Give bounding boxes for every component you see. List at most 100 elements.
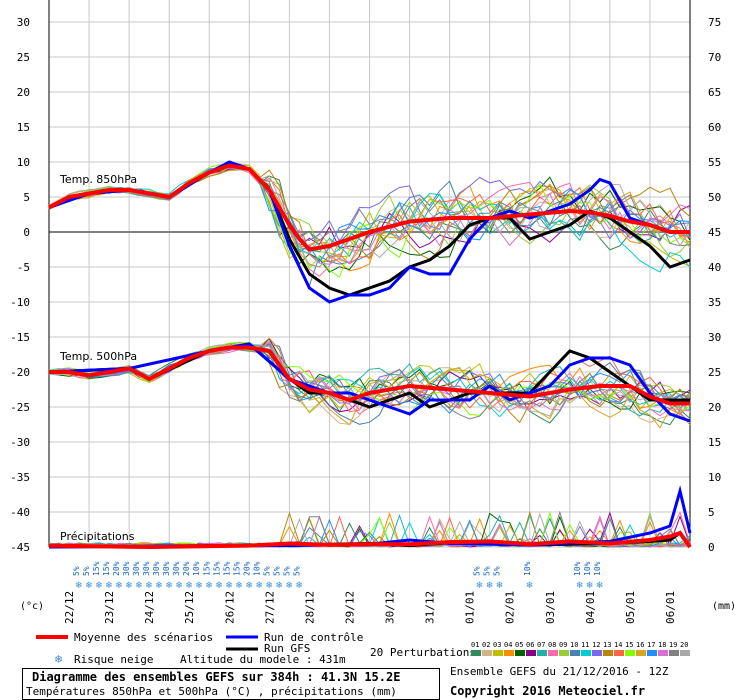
- perturbation-id-label: 08: [548, 641, 556, 649]
- perturbation-id-label: 12: [592, 641, 600, 649]
- snowflake-icon: ❄: [85, 581, 93, 591]
- perturbation-id-label: 04: [504, 641, 512, 649]
- perturbation-id-label: 01: [471, 641, 479, 649]
- perturbation-id-label: 05: [515, 641, 523, 649]
- snowflake-icon: ❄: [155, 581, 163, 591]
- perturbation-color-swatch: [570, 650, 580, 656]
- perturbation-color-swatch: [493, 650, 503, 656]
- snow-risk-label: 30%: [162, 561, 171, 576]
- temp-tick-label: 30: [17, 16, 30, 29]
- series-t850-line: [48, 163, 690, 252]
- date-tick-label: 29/12: [343, 591, 356, 624]
- temp-tick-label: 0: [23, 226, 30, 239]
- date-tick-label: 31/12: [424, 591, 437, 624]
- perturbation-id-label: 16: [636, 641, 644, 649]
- precip-tick-label: 25: [708, 366, 721, 379]
- snow-risk-label: 10%: [523, 561, 532, 576]
- snowflake-icon: ❄: [175, 581, 183, 591]
- temp-tick-label: 20: [17, 86, 30, 99]
- perturbation-color-swatch: [636, 650, 646, 656]
- snowflake-icon: ❄: [185, 581, 193, 591]
- left-axis-unit: (°c): [20, 601, 44, 612]
- series-t850-line: [48, 160, 690, 304]
- perturbation-color-swatch: [592, 650, 602, 656]
- date-tick-label: 04/01: [584, 591, 597, 624]
- snow-risk-label: 30%: [132, 561, 141, 576]
- snow-risk-label: 5%: [272, 566, 281, 576]
- snowflake-icon: ❄: [145, 581, 153, 591]
- snowflake-icon: ❄: [195, 581, 203, 591]
- precip-tick-label: 65: [708, 86, 721, 99]
- legend-perturbations-label: 20 Perturbations: [370, 646, 476, 659]
- perturbation-color-swatch: [614, 650, 624, 656]
- legend-mean-label: Moyenne des scénarios: [74, 631, 213, 644]
- perturbation-id-label: 20: [680, 641, 688, 649]
- snow-risk-label: 5%: [282, 566, 291, 576]
- snow-risk-label: 20%: [112, 561, 121, 576]
- perturbation-id-label: 06: [526, 641, 534, 649]
- legend-snow-label: Risque neige: [74, 653, 153, 666]
- panel-label-t500: Temp. 500hPa: [59, 350, 137, 363]
- perturbation-color-swatch: [482, 650, 492, 656]
- date-tick-label: 24/12: [143, 591, 156, 624]
- footer-ensemble: Ensemble GEFS du 21/12/2016 - 12Z: [450, 665, 669, 678]
- snowflake-icon: ❄: [105, 581, 113, 591]
- perturbation-color-swatch: [548, 650, 558, 656]
- precip-tick-label: 60: [708, 121, 721, 134]
- temp-tick-label: -20: [10, 366, 30, 379]
- temp-tick-label: -15: [10, 331, 30, 344]
- snowflake-icon: ❄: [225, 581, 233, 591]
- snowflake-icon: ❄: [95, 581, 103, 591]
- snow-risk-label: 5%: [292, 566, 301, 576]
- snowflake-icon: ❄: [496, 581, 504, 591]
- snow-risk-label: 5%: [72, 566, 81, 576]
- snow-risk-label: 15%: [212, 561, 221, 576]
- perturbation-id-label: 09: [559, 641, 567, 649]
- snowflake-icon: ❄: [476, 581, 484, 591]
- snowflake-icon: ❄: [205, 581, 213, 591]
- snowflake-icon: ❄: [486, 581, 494, 591]
- snow-risk-label: 5%: [473, 566, 482, 576]
- date-tick-label: 06/01: [664, 591, 677, 624]
- perturbation-color-swatch: [504, 650, 514, 656]
- perturbation-color-swatch: [680, 650, 690, 656]
- perturbation-id-label: 19: [669, 641, 677, 649]
- perturbation-id-label: 03: [493, 641, 501, 649]
- date-tick-label: 05/01: [624, 591, 637, 624]
- date-tick-label: 25/12: [183, 591, 196, 624]
- perturbation-id-label: 13: [603, 641, 611, 649]
- snowflake-icon: ❄: [125, 581, 133, 591]
- snow-risk-label: 5%: [493, 566, 502, 576]
- date-tick-label: 26/12: [223, 591, 236, 624]
- temp-tick-label: 25: [17, 51, 30, 64]
- date-tick-label: 27/12: [263, 591, 276, 624]
- series-t500-line: [49, 345, 690, 406]
- snow-risk-label: 15%: [102, 561, 111, 576]
- perturbation-t850-line: [48, 163, 691, 265]
- snowflake-icon: ❄: [285, 581, 293, 591]
- perturbation-color-swatch: [559, 650, 569, 656]
- legend-altitude-label: Altitude du modele : 431m: [180, 653, 346, 666]
- precip-tick-label: 75: [708, 16, 721, 29]
- perturbation-id-label: 11: [581, 641, 589, 649]
- snow-risk-label: 15%: [232, 561, 241, 576]
- snowflake-icon: ❄: [576, 581, 584, 591]
- snow-risk-label: 30%: [142, 561, 151, 576]
- snow-risk-label: 5%: [483, 566, 492, 576]
- date-tick-label: 01/01: [464, 591, 477, 624]
- perturbation-id-label: 17: [647, 641, 655, 649]
- perturbation-color-swatch: [658, 650, 668, 656]
- snowflake-icon: ❄: [165, 581, 173, 591]
- precip-tick-label: 40: [708, 261, 721, 274]
- temp-tick-label: -25: [10, 401, 30, 414]
- perturbation-id-label: 15: [625, 641, 633, 649]
- snowflake-icon: ❄: [255, 581, 263, 591]
- perturbation-color-swatch: [603, 650, 613, 656]
- date-tick-label: 30/12: [384, 591, 397, 624]
- perturbation-color-swatch: [526, 650, 536, 656]
- perturbation-id-label: 02: [482, 641, 490, 649]
- snow-risk-label: 20%: [182, 561, 191, 576]
- perturbation-color-swatch: [647, 650, 657, 656]
- temp-tick-label: -45: [10, 541, 30, 554]
